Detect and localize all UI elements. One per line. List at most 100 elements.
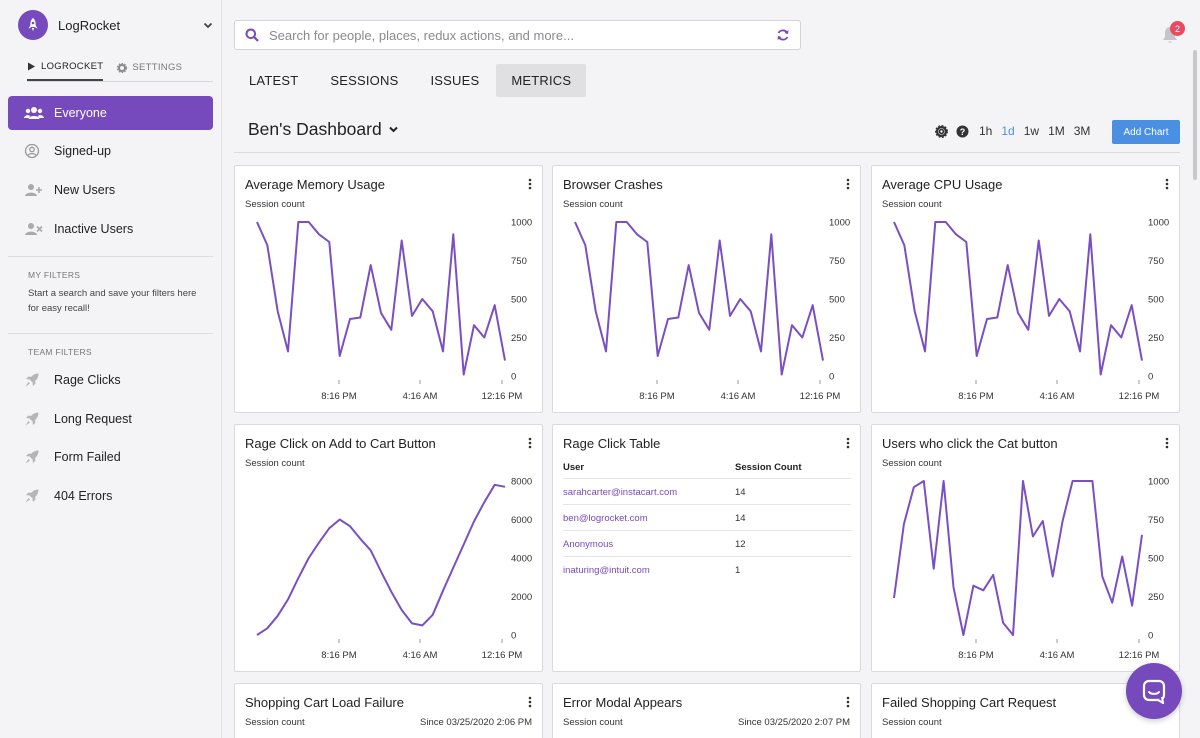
x-tick-label: 12:16 PM — [1119, 391, 1160, 402]
card-since-date: Since 03/25/2020 2:06 PM — [420, 717, 532, 728]
filter-item-label: Long Request — [54, 412, 132, 426]
more-menu-icon[interactable] — [528, 696, 532, 708]
table-cell-user[interactable]: Anonymous — [563, 539, 614, 550]
more-menu-icon[interactable] — [846, 178, 850, 190]
dashboard-selector[interactable]: Ben's Dashboard — [248, 119, 399, 140]
y-tick-label: 750 — [511, 256, 527, 267]
table-cell-user[interactable]: sarahcarter@instacart.com — [563, 487, 678, 498]
range-1m[interactable]: 1M — [1048, 124, 1065, 138]
scrollbar[interactable] — [1193, 50, 1197, 180]
filter-item-form-failed[interactable]: Form Failed — [8, 440, 213, 474]
table-cell-count: 1 — [735, 565, 741, 576]
y-tick-label: 500 — [829, 295, 845, 306]
y-tick-label: 1000 — [511, 218, 532, 229]
y-tick-label: 250 — [1148, 592, 1164, 603]
sidebar-item-inactive-users[interactable]: Inactive Users — [8, 212, 213, 246]
add-chart-button[interactable]: Add Chart — [1112, 120, 1180, 144]
refresh-icon[interactable] — [776, 28, 790, 42]
range-3m[interactable]: 3M — [1073, 124, 1091, 138]
sidebar-item-new-users[interactable]: New Users — [8, 173, 213, 207]
divider — [234, 152, 1180, 153]
chart-card-cat-button: 0 250 500 750 1000 8:16 PM 4:16 AM 12:16 PM Use… — [871, 424, 1180, 672]
table-cell-user[interactable]: inaturing@intuit.com — [563, 565, 650, 576]
table-cell-count: 12 — [735, 539, 746, 550]
table-card-rage-clicks: Rage Click Table User Session Count sara… — [552, 424, 861, 672]
card-subtitle: Session count — [245, 717, 305, 728]
rocket-icon — [24, 449, 46, 465]
rocket-icon — [24, 411, 46, 427]
y-tick-label: 0 — [511, 372, 516, 383]
rocket-icon — [24, 488, 46, 504]
filter-item-long-request[interactable]: Long Request — [8, 402, 213, 436]
series-line — [893, 480, 1143, 636]
y-tick-label: 250 — [1148, 333, 1164, 344]
y-tick-label: 750 — [1148, 515, 1164, 526]
y-tick-label: 250 — [511, 333, 527, 344]
more-menu-icon[interactable] — [846, 696, 850, 708]
y-tick-label: 1000 — [829, 218, 850, 229]
support-chat-button[interactable] — [1126, 663, 1182, 719]
range-1w[interactable]: 1w — [1023, 124, 1040, 138]
table-cell-count: 14 — [735, 487, 746, 498]
more-menu-icon[interactable] — [1165, 437, 1169, 449]
x-tick-label: 12:16 PM — [1119, 650, 1160, 661]
more-menu-icon[interactable] — [528, 178, 532, 190]
help-icon[interactable]: ? — [956, 125, 969, 138]
card-subtitle: Session count — [245, 199, 305, 210]
card-subtitle: Session count — [245, 458, 305, 469]
search-input[interactable] — [269, 27, 759, 43]
range-1d[interactable]: 1d — [1001, 124, 1015, 138]
filter-item-label: 404 Errors — [54, 489, 113, 503]
card-subtitle: Session count — [882, 199, 942, 210]
range-1h[interactable]: 1h — [979, 124, 993, 138]
tab-logrocket[interactable]: LOGROCKET — [27, 60, 104, 81]
x-tick-label: 4:16 AM — [403, 650, 438, 661]
gear-icon[interactable] — [935, 124, 948, 138]
tab-metrics[interactable]: METRICS — [496, 64, 587, 97]
sidebar-item-label: New Users — [54, 183, 116, 197]
filter-item-label: Rage Clicks — [54, 373, 121, 387]
card-title: Rage Click Table — [563, 436, 661, 451]
tab-settings[interactable]: SETTINGS — [117, 60, 182, 81]
y-tick-label: 500 — [1148, 554, 1164, 565]
dashboard-title: Ben's Dashboard — [248, 119, 382, 139]
card-since-date: Since 03/25/2020 2:07 PM — [738, 717, 850, 728]
filter-item-rage-clicks[interactable]: Rage Clicks — [8, 363, 213, 397]
sidebar-item-signed-up[interactable]: Signed-up — [8, 134, 213, 168]
y-tick-label: 1000 — [1148, 477, 1169, 488]
more-menu-icon[interactable] — [846, 437, 850, 449]
tab-latest[interactable]: LATEST — [249, 73, 299, 88]
tab-sessions[interactable]: SESSIONS — [330, 73, 399, 88]
x-tick-label: 4:16 AM — [1040, 650, 1075, 661]
line-chart: 0 250 500 750 1000 8:16 PM 4:16 AM 12:16 PM — [256, 218, 532, 402]
filter-item-404-errors[interactable]: 404 Errors — [8, 479, 213, 513]
sidebar-item-everyone[interactable]: Everyone — [8, 96, 213, 130]
series-line — [574, 221, 824, 376]
card-subtitle: Session count — [882, 717, 942, 728]
tab-settings-label: SETTINGS — [132, 62, 183, 73]
table-divider — [563, 478, 851, 479]
my-filters-description: Start a search and save your filters her… — [28, 288, 197, 314]
table-cell-count: 14 — [735, 513, 746, 524]
x-tick-label: 8:16 PM — [958, 391, 993, 402]
search-icon — [245, 28, 259, 42]
user-plus-icon — [24, 183, 46, 197]
more-menu-icon[interactable] — [528, 437, 532, 449]
x-tick-label: 4:16 AM — [1040, 391, 1075, 402]
x-tick-label: 4:16 AM — [403, 391, 438, 402]
tab-issues[interactable]: ISSUES — [430, 73, 480, 88]
table-cell-user[interactable]: ben@logrocket.com — [563, 513, 648, 524]
card-title: Average Memory Usage — [245, 177, 385, 192]
mode-tabs: LOGROCKET SETTINGS — [27, 60, 213, 82]
chart-card-cpu: 0 250 500 750 1000 8:16 PM 4:16 AM 12:16 PM Ave… — [871, 165, 1180, 413]
gear-icon — [117, 62, 128, 73]
users-group-icon — [24, 106, 46, 120]
y-tick-label: 0 — [829, 372, 834, 383]
more-menu-icon[interactable] — [1165, 178, 1169, 190]
column-header-user: User — [563, 462, 585, 473]
card-title: Shopping Cart Load Failure — [245, 695, 404, 710]
org-switcher[interactable]: LogRocket — [18, 10, 218, 40]
main-tabs: LATEST SESSIONS ISSUES METRICS — [234, 64, 588, 97]
card-subtitle: Session count — [882, 458, 942, 469]
y-tick-label: 750 — [1148, 256, 1164, 267]
